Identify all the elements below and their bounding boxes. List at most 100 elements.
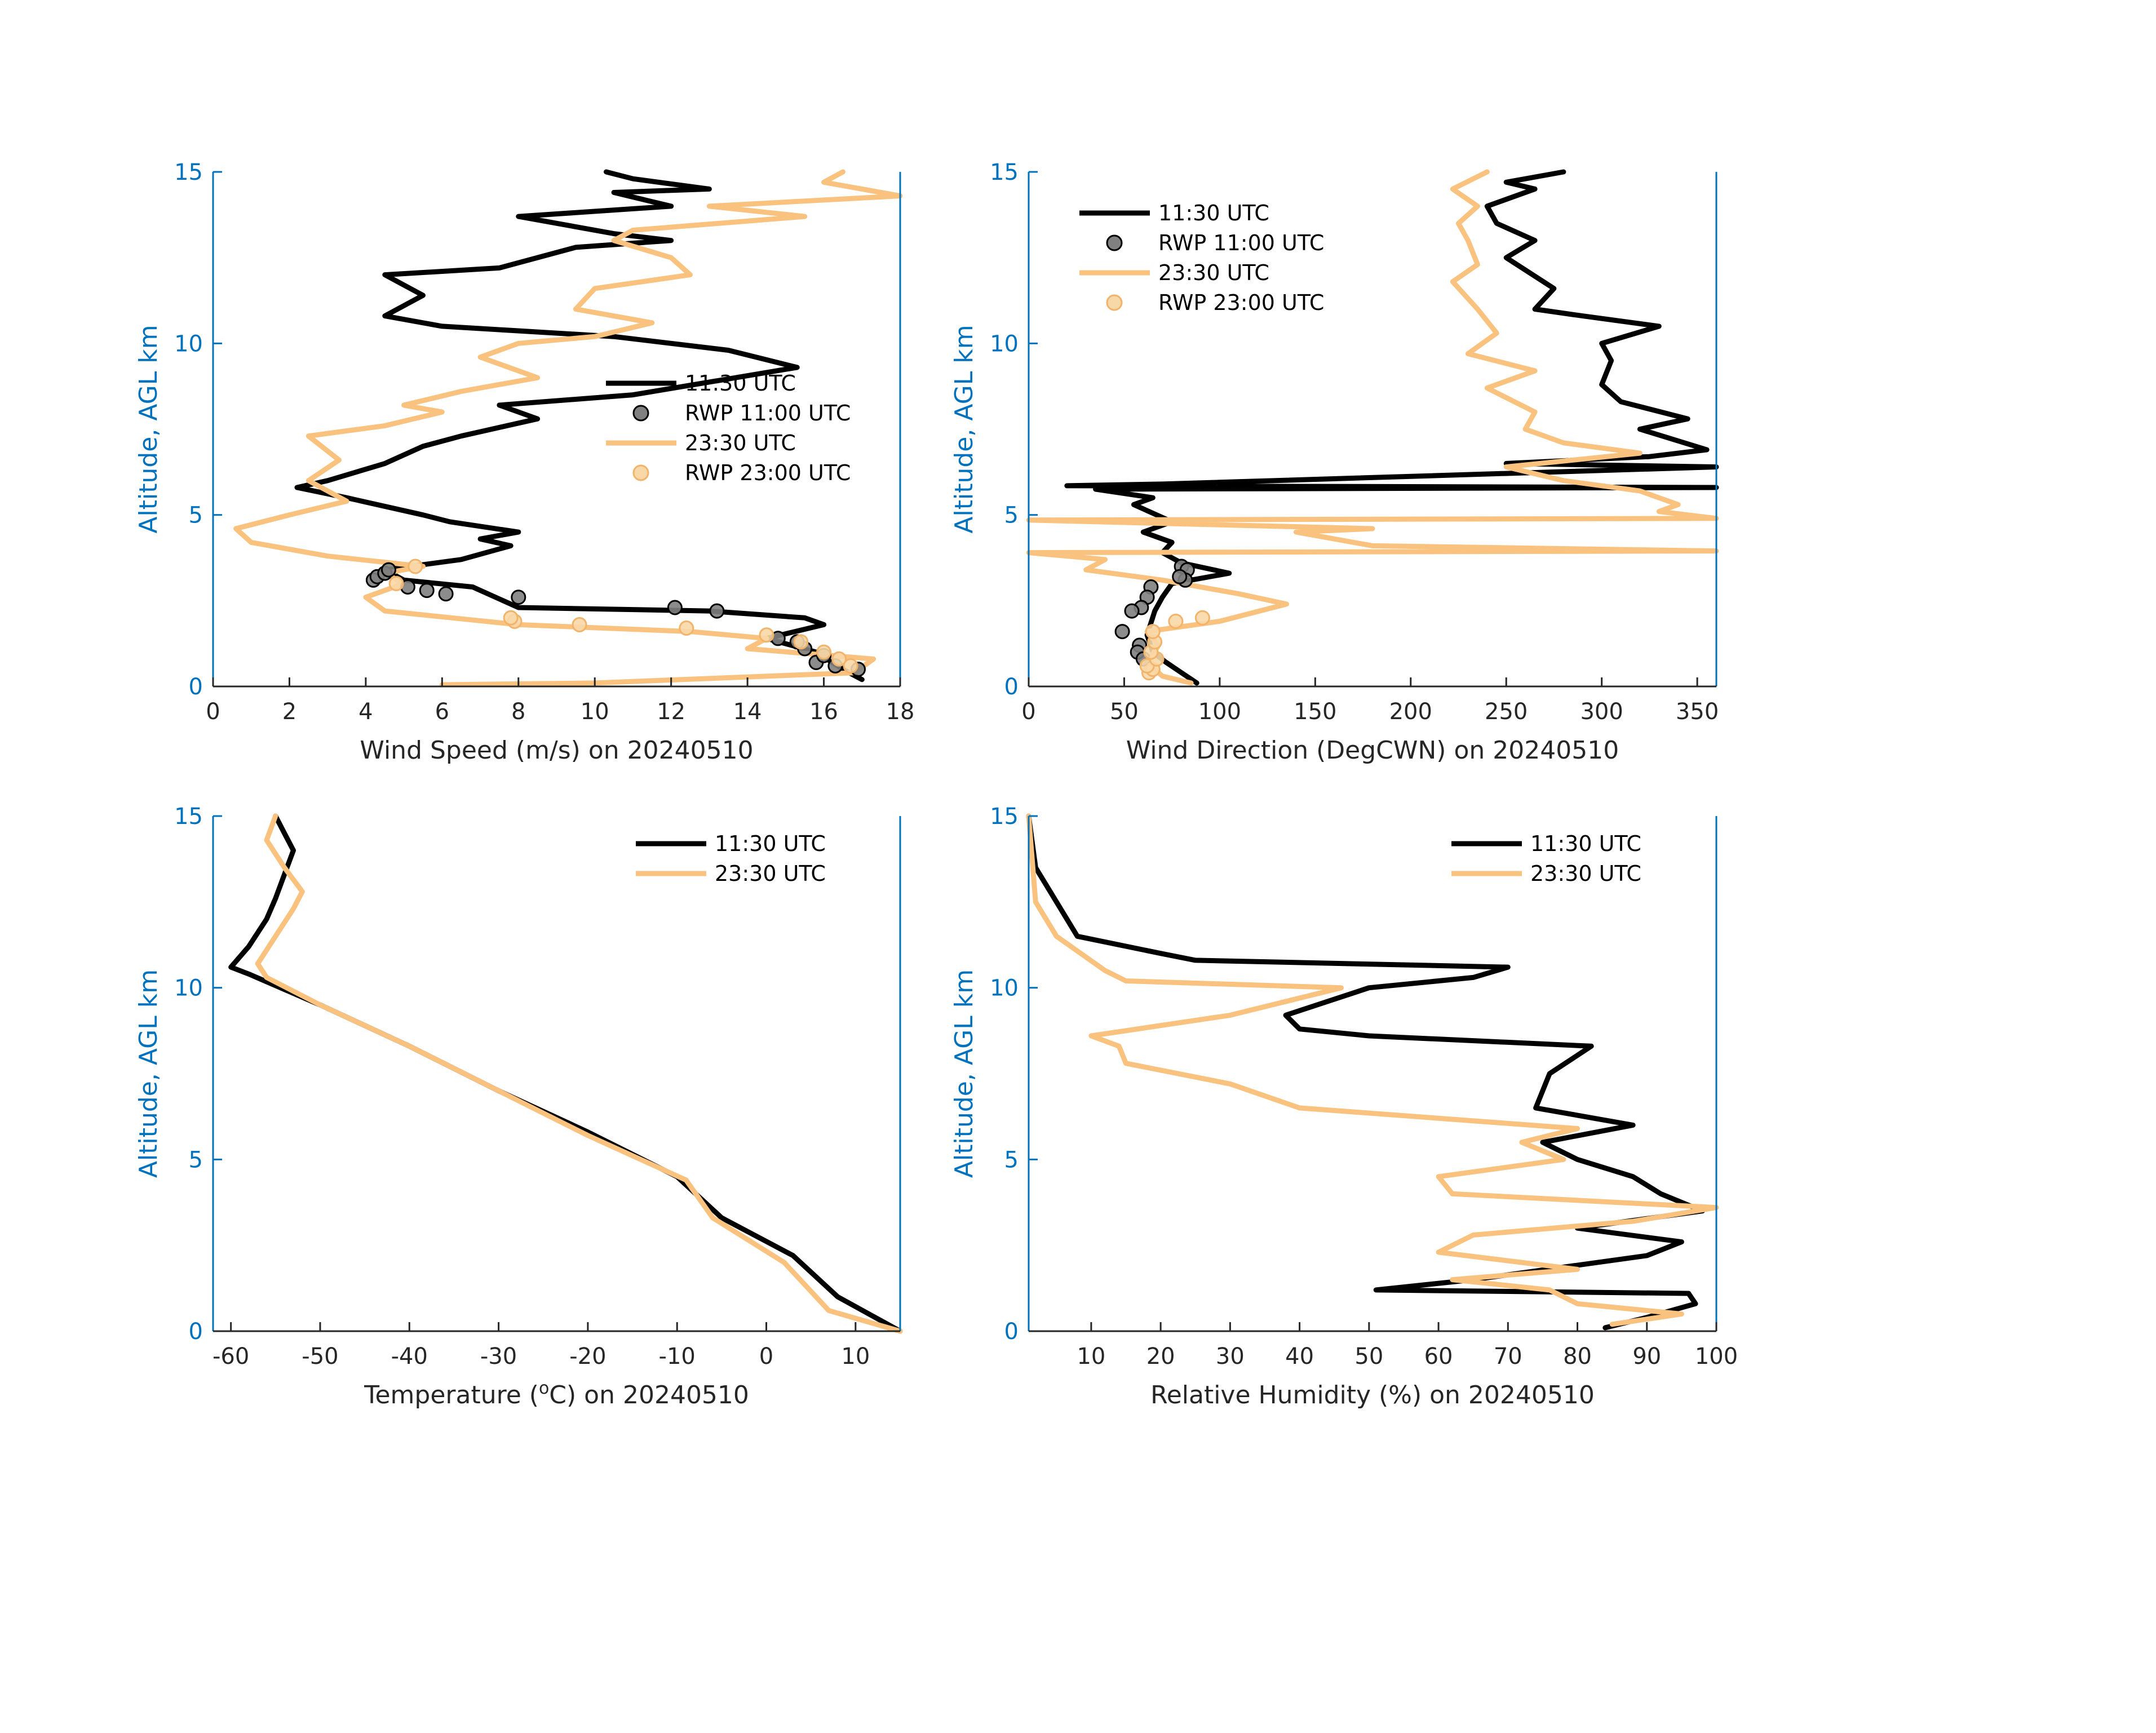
series-line-11-30-utc bbox=[294, 169, 865, 682]
x-tick-label: 2 bbox=[282, 699, 296, 725]
x-tick-label: 70 bbox=[1494, 1344, 1522, 1369]
legend-label: RWP 23:00 UTC bbox=[1158, 290, 1324, 315]
x-tick-label: 200 bbox=[1389, 699, 1432, 725]
legend: 11:30 UTC RWP 11:00 UTC 23:30 UTC RWP 23:00… bbox=[1079, 201, 1324, 315]
x-tick-label: 100 bbox=[1198, 699, 1241, 725]
legend-swatch-marker bbox=[1106, 294, 1123, 311]
x-tick-label: 250 bbox=[1485, 699, 1528, 725]
legend-swatch-marker bbox=[632, 405, 649, 422]
legend-label: 23:30 UTC bbox=[685, 431, 796, 455]
y-axis-label: Altitude, AGL km bbox=[134, 969, 163, 1178]
x-tick-label: -60 bbox=[212, 1344, 249, 1369]
x-axis-label: Temperature (oC) on 20240510 bbox=[364, 1379, 749, 1410]
legend-label: 11:30 UTC bbox=[715, 831, 826, 856]
x-tick-label: 8 bbox=[511, 699, 525, 725]
x-tick-label: 4 bbox=[358, 699, 373, 725]
x-tick-label: 0 bbox=[759, 1344, 773, 1369]
legend-label: RWP 11:00 UTC bbox=[1158, 231, 1324, 255]
legend: 11:30 UTC 23:30 UTC bbox=[1451, 831, 1641, 886]
data-point-rwp-11-00-utc bbox=[1172, 569, 1188, 584]
y-axis-label: Altitude, AGL km bbox=[950, 969, 979, 1178]
y-tick-label: 5 bbox=[1004, 503, 1019, 529]
y-tick-label: 15 bbox=[174, 804, 203, 830]
legend-label: 11:30 UTC bbox=[1530, 831, 1641, 856]
x-tick-label: 16 bbox=[809, 699, 838, 725]
x-tick-label: 40 bbox=[1285, 1344, 1314, 1369]
data-point-rwp-11-00-utc bbox=[709, 603, 725, 619]
data-point-rwp-11-00-utc bbox=[1114, 624, 1130, 640]
data-point-rwp-23-00-utc bbox=[503, 610, 519, 626]
data-point-rwp-23-00-utc bbox=[759, 627, 774, 643]
y-tick-label: 0 bbox=[189, 674, 203, 700]
panel-relative_humidity: 0 5 10 15 10 20 30 40 50 60 70 80 90 100 Relative Humi… bbox=[950, 804, 1738, 1410]
x-tick-label: 10 bbox=[1077, 1344, 1105, 1369]
data-point-rwp-23-00-utc bbox=[1168, 613, 1184, 629]
data-point-rwp-11-00-utc bbox=[1124, 603, 1140, 619]
x-tick-label: 300 bbox=[1580, 699, 1623, 725]
series-line-23-30-utc bbox=[1026, 169, 1719, 686]
x-tick-label: 14 bbox=[733, 699, 762, 725]
x-axis-label: Wind Direction (DegCWN) on 20240510 bbox=[1126, 736, 1619, 765]
y-tick-label: 10 bbox=[990, 976, 1019, 1001]
data-point-rwp-23-00-utc bbox=[1145, 624, 1161, 640]
x-tick-label: 350 bbox=[1676, 699, 1719, 725]
y-tick-label: 10 bbox=[174, 331, 203, 357]
y-tick-label: 15 bbox=[174, 159, 203, 185]
data-point-rwp-23-00-utc bbox=[572, 617, 587, 632]
y-tick-label: 5 bbox=[189, 1147, 203, 1173]
x-tick-label: 50 bbox=[1110, 699, 1139, 725]
y-axis-label: Altitude, AGL km bbox=[950, 325, 979, 533]
legend-label: RWP 11:00 UTC bbox=[685, 401, 851, 426]
legend-label: 23:30 UTC bbox=[1158, 260, 1269, 285]
data-point-rwp-11-00-utc bbox=[419, 583, 435, 599]
legend-label: 11:30 UTC bbox=[685, 371, 796, 396]
y-tick-label: 15 bbox=[990, 804, 1019, 830]
data-point-rwp-11-00-utc bbox=[667, 600, 683, 615]
panel-temperature: 0 5 10 15 -60 -50 -40 -30 -20 -10 0 10 Temperature (… bbox=[134, 804, 903, 1410]
x-tick-label: 60 bbox=[1424, 1344, 1453, 1369]
x-tick-label: 12 bbox=[657, 699, 685, 725]
data-point-rwp-11-00-utc bbox=[438, 586, 454, 602]
x-tick-label: 100 bbox=[1695, 1344, 1738, 1369]
x-tick-label: 18 bbox=[886, 699, 915, 725]
y-tick-label: 0 bbox=[189, 1319, 203, 1345]
x-tick-label: 6 bbox=[435, 699, 449, 725]
x-tick-label: 20 bbox=[1146, 1344, 1175, 1369]
x-tick-label: 0 bbox=[1021, 699, 1035, 725]
series-line-11-30-utc bbox=[228, 813, 903, 1334]
y-tick-label: 0 bbox=[1004, 1319, 1019, 1345]
data-point-rwp-11-00-utc bbox=[381, 562, 396, 578]
data-point-rwp-23-00-utc bbox=[388, 575, 404, 591]
x-tick-label: -10 bbox=[659, 1344, 696, 1369]
series-line-23-30-utc bbox=[255, 813, 903, 1334]
data-point-rwp-23-00-utc bbox=[816, 644, 832, 660]
y-tick-label: 0 bbox=[1004, 674, 1019, 700]
series-line-11-30-utc bbox=[1026, 813, 1705, 1331]
x-tick-label: 10 bbox=[841, 1344, 870, 1369]
x-tick-label: 50 bbox=[1354, 1344, 1383, 1369]
x-tick-label: 10 bbox=[581, 699, 609, 725]
data-point-rwp-23-00-utc bbox=[843, 658, 858, 673]
x-tick-label: -40 bbox=[391, 1344, 428, 1369]
data-point-rwp-23-00-utc bbox=[679, 620, 694, 636]
y-axis-label: Altitude, AGL km bbox=[134, 325, 163, 533]
x-tick-label: 90 bbox=[1632, 1344, 1661, 1369]
legend-swatch-marker bbox=[632, 464, 649, 481]
y-tick-label: 15 bbox=[990, 159, 1019, 185]
x-axis-label: Wind Speed (m/s) on 20240510 bbox=[360, 736, 753, 765]
data-point-rwp-23-00-utc bbox=[793, 634, 809, 650]
data-point-rwp-23-00-utc bbox=[408, 559, 423, 574]
y-tick-label: 5 bbox=[1004, 1147, 1019, 1173]
x-tick-label: 80 bbox=[1563, 1344, 1592, 1369]
x-tick-label: 30 bbox=[1216, 1344, 1245, 1369]
data-point-rwp-23-00-utc bbox=[831, 651, 847, 667]
legend: 11:30 UTC RWP 11:00 UTC 23:30 UTC RWP 23:00… bbox=[606, 371, 851, 485]
x-axis-label: Relative Humidity (%) on 20240510 bbox=[1150, 1381, 1595, 1410]
series-line-23-30-utc bbox=[1026, 813, 1719, 1327]
legend-swatch-marker bbox=[1106, 234, 1123, 251]
x-tick-label: -50 bbox=[302, 1344, 338, 1369]
legend-label: 23:30 UTC bbox=[1530, 861, 1641, 886]
data-point-rwp-11-00-utc bbox=[511, 590, 526, 605]
